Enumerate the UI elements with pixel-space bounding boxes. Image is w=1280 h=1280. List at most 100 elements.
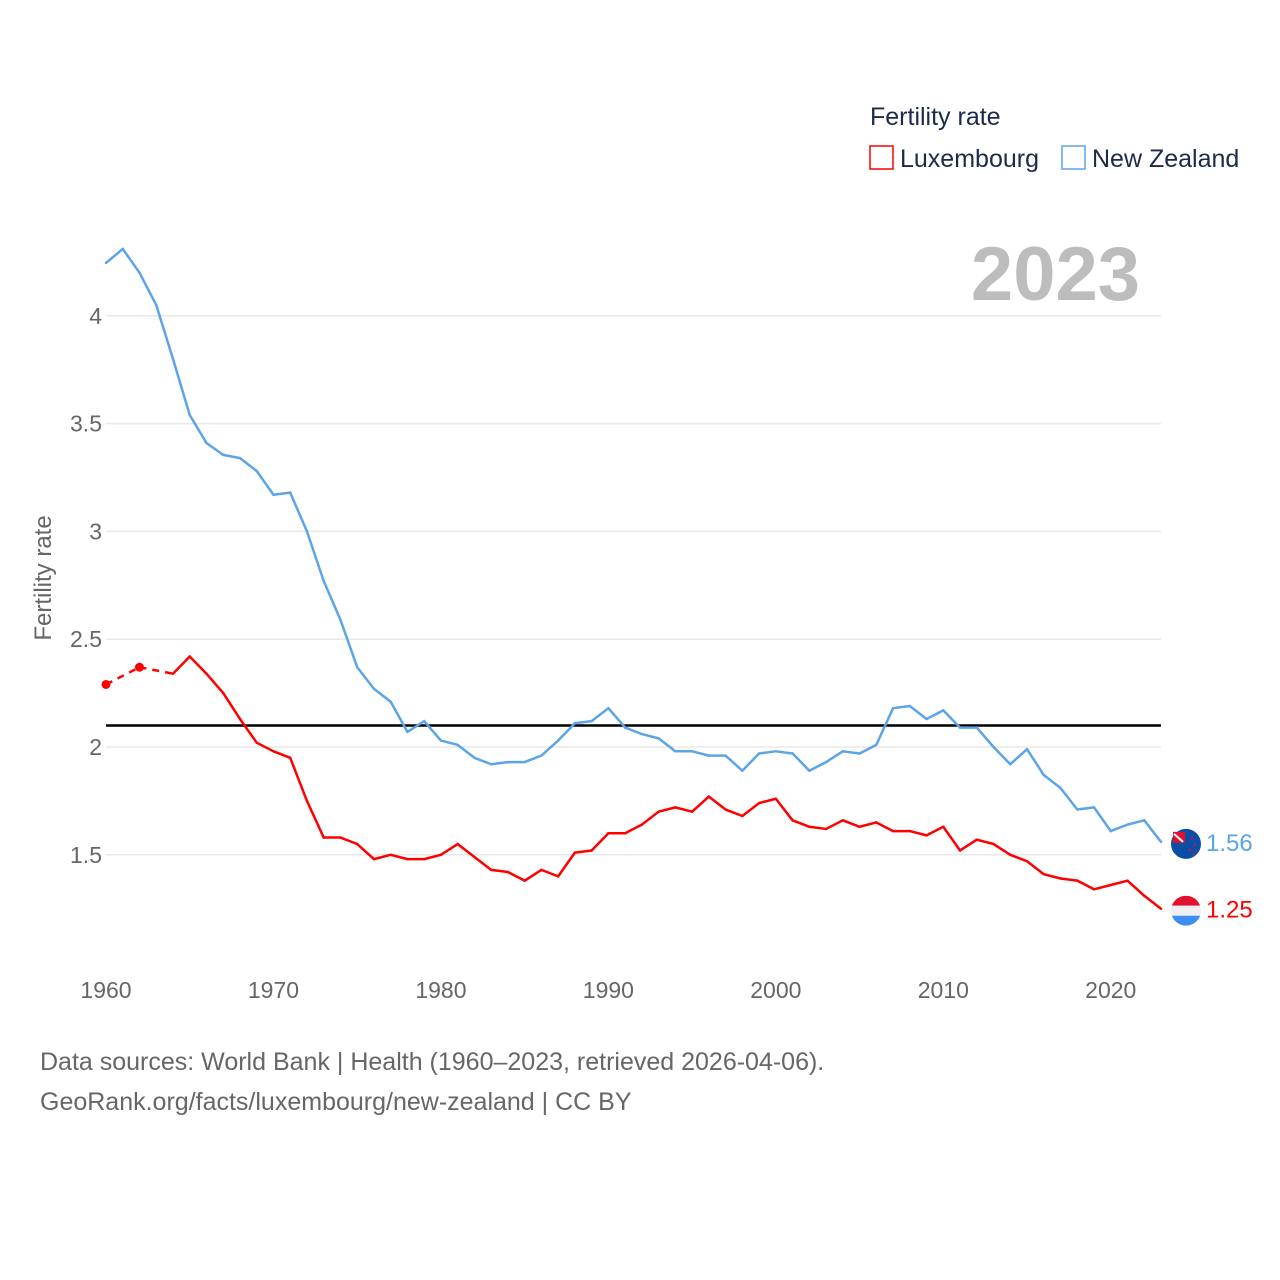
series-segment <box>690 795 711 813</box>
series-segment <box>808 760 828 772</box>
series-segment <box>422 719 443 742</box>
series-segment <box>623 823 644 835</box>
series-segment <box>724 808 744 818</box>
footer: Data sources: World Bank | Health (1960–… <box>40 1042 824 1122</box>
flag-stripe-blue <box>1171 915 1201 926</box>
series-segment <box>389 700 409 734</box>
flag-stripe-red <box>1171 895 1201 906</box>
series-segment <box>607 706 627 729</box>
series-segment <box>741 801 761 818</box>
series-segment <box>339 618 359 669</box>
legend-label-luxembourg[interactable]: Luxembourg <box>900 145 1039 173</box>
series-segment <box>322 579 342 622</box>
series-segment <box>791 752 811 772</box>
series-segment <box>975 838 995 846</box>
flag-stripes <box>1171 895 1201 926</box>
series-segment <box>221 453 242 460</box>
series-segment <box>171 357 191 417</box>
data-point <box>101 679 111 689</box>
series-segment <box>305 799 325 839</box>
series-segment <box>1042 872 1062 880</box>
series-segment <box>1009 853 1029 863</box>
series-segment <box>154 303 175 361</box>
x-tick-label: 2020 <box>1085 977 1136 1003</box>
series-segment <box>841 750 861 755</box>
year-label: 2023 <box>971 232 1140 317</box>
series-segment <box>355 842 376 861</box>
series-segment <box>925 709 945 721</box>
series-segment <box>489 868 510 874</box>
series-segment <box>942 709 962 729</box>
legend-swatch-new-zealand[interactable] <box>1061 145 1086 170</box>
series-segment <box>1143 819 1163 844</box>
series-segment <box>573 849 593 854</box>
series-segment <box>406 719 426 734</box>
series-segment <box>858 821 878 829</box>
series-segment <box>272 491 292 496</box>
series-segment <box>104 247 124 265</box>
y-tick-label: 4 <box>89 303 102 329</box>
x-tick-label: 1980 <box>415 977 466 1003</box>
series-segment <box>389 853 409 861</box>
series-segment <box>288 491 309 533</box>
series-segment <box>992 842 1012 857</box>
series-segment <box>473 756 493 766</box>
y-axis-label: Fertility rate <box>30 515 57 640</box>
series-segment <box>791 819 811 829</box>
series-segment <box>1109 823 1129 833</box>
series-segment <box>238 456 258 473</box>
series-segment <box>757 750 778 755</box>
series-segment <box>1076 879 1096 891</box>
series-segment <box>824 750 845 764</box>
series-segment <box>741 752 761 772</box>
series-segment <box>1009 747 1029 766</box>
series-segment <box>355 665 376 691</box>
source-link[interactable]: GeoRank.org/facts/luxembourg/new-zealand… <box>40 1088 632 1116</box>
series-segment <box>1092 883 1113 891</box>
series-segment <box>640 732 660 740</box>
y-tick-label: 3 <box>89 518 102 544</box>
series-segment <box>1126 819 1146 826</box>
end-label-luxembourg: 1.25 <box>1206 897 1253 924</box>
legend-swatch-luxembourg[interactable] <box>869 145 894 170</box>
series-segment <box>473 855 493 872</box>
series-segment <box>724 754 744 772</box>
series-new-zealand <box>104 247 1163 844</box>
legend: Fertility rate Luxembourg New Zealand <box>869 103 1239 173</box>
flag-star <box>1193 843 1197 847</box>
x-tick-label: 1970 <box>248 977 299 1003</box>
legend-label-new-zealand[interactable]: New Zealand <box>1092 145 1239 173</box>
flag-star <box>1188 848 1192 852</box>
series-segment <box>439 739 459 747</box>
x-tick-label: 2000 <box>750 977 801 1003</box>
series-gap-segment <box>139 666 174 675</box>
series-luxembourg <box>101 655 1163 910</box>
series-segment <box>422 853 443 861</box>
series-segment <box>891 704 912 710</box>
series-segment <box>138 271 158 307</box>
series-segment <box>657 737 677 753</box>
series-segment <box>188 413 208 445</box>
series-segment <box>523 868 543 882</box>
series-segment <box>171 655 191 675</box>
series-segment <box>908 829 928 837</box>
series-segment <box>824 819 845 831</box>
series-segment <box>489 760 510 766</box>
series-segment <box>205 672 225 695</box>
series-segment <box>808 825 828 831</box>
data-sources: Data sources: World Bank | Health (1960–… <box>40 1048 825 1076</box>
series-segment <box>540 739 560 757</box>
series-segment <box>674 806 694 813</box>
series-segment <box>958 838 979 852</box>
series-segment <box>556 851 577 878</box>
flag-cross <box>1173 833 1184 843</box>
series-segment <box>506 870 526 882</box>
series-segment <box>221 691 242 721</box>
series-segment <box>272 750 292 760</box>
series-segment <box>305 530 325 583</box>
x-tick-label: 1960 <box>80 977 131 1003</box>
x-tick-label: 2010 <box>918 977 969 1003</box>
series-segment <box>942 825 962 852</box>
series-segment <box>841 819 861 829</box>
